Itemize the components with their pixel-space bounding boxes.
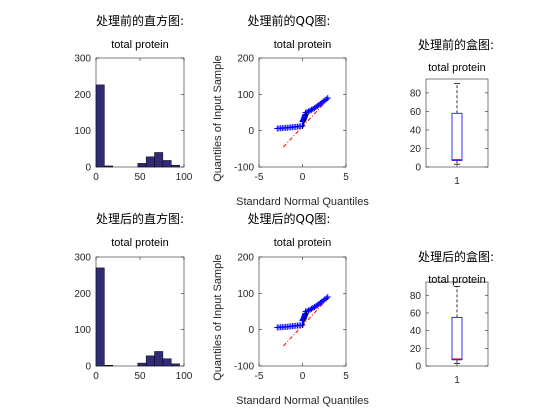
- qq-reference-line: [282, 297, 329, 347]
- axes-frame-4: [258, 256, 347, 367]
- y-tick-label: 60: [410, 308, 422, 319]
- histogram-bar: [104, 365, 113, 367]
- x-tick-label: 50: [134, 371, 146, 382]
- y-tick-label: 40: [410, 125, 422, 136]
- x-tick-label: 5: [343, 172, 349, 183]
- y-tick-label: 20: [410, 144, 422, 155]
- box-iqr: [451, 112, 463, 161]
- y-tick-label: 200: [74, 289, 91, 300]
- x-axis-label: Standard Normal Quantiles: [236, 196, 369, 208]
- y-tick-label: -100: [234, 163, 254, 174]
- y-tick-label: 100: [237, 289, 254, 300]
- y-tick-label: 20: [410, 344, 422, 355]
- y-tick-label: 0: [415, 163, 421, 174]
- x-tick-label: 0: [93, 172, 99, 183]
- y-tick-label: 0: [248, 126, 254, 137]
- axes-title-0: total protein: [111, 39, 168, 51]
- histogram-bar: [154, 351, 164, 367]
- qq-sample-point: [324, 94, 331, 101]
- panel-heading-1: 处理前的QQ图:: [248, 13, 331, 28]
- y-tick-label: 200: [74, 90, 91, 101]
- histogram-bar: [170, 164, 180, 168]
- axes-title-2: total protein: [428, 62, 485, 74]
- y-tick-label: 100: [74, 126, 91, 137]
- x-tick-label: 5: [343, 371, 349, 382]
- panel-heading-4: 处理后的QQ图:: [248, 211, 331, 226]
- y-tick-label: 0: [85, 362, 91, 373]
- qq-fit-line: [302, 311, 308, 328]
- y-tick-label: 80: [410, 291, 422, 302]
- axes-frame-2: [425, 78, 489, 168]
- histogram-bar: [95, 84, 105, 168]
- y-axis-label: Quantiles of Input Sample: [212, 254, 224, 381]
- histogram-bar: [145, 355, 155, 367]
- qq-sample-point: [304, 109, 311, 116]
- axes-frame-1: [258, 57, 347, 168]
- histogram-bar: [162, 160, 172, 168]
- x-tick-label: 1: [454, 176, 460, 187]
- x-tick-label: 100: [176, 371, 193, 382]
- x-tick-label: 0: [300, 172, 306, 183]
- x-tick-label: -5: [255, 371, 264, 382]
- histogram-bar: [162, 358, 172, 367]
- panel-heading-3: 处理后的直方图:: [96, 211, 184, 226]
- histogram-bar: [95, 267, 105, 367]
- x-tick-label: -5: [255, 172, 264, 183]
- x-tick-label: 1: [454, 375, 460, 386]
- qq-fit-line: [302, 112, 308, 129]
- panel-heading-0: 处理前的直方图:: [96, 13, 184, 28]
- histogram-bar: [154, 152, 164, 168]
- histogram-bar: [137, 362, 147, 367]
- axes-title-5: total protein: [428, 274, 485, 286]
- y-tick-label: 100: [237, 90, 254, 101]
- x-tick-label: 100: [176, 172, 193, 183]
- y-tick-label: 300: [74, 54, 91, 65]
- histogram-bar: [170, 363, 180, 367]
- y-axis-label: Quantiles of Input Sample: [212, 55, 224, 182]
- axes-frame-3: [95, 256, 185, 367]
- qq-sample-point: [323, 96, 330, 103]
- y-tick-label: 200: [237, 54, 254, 65]
- y-tick-label: -100: [234, 362, 254, 373]
- y-tick-label: 300: [74, 253, 91, 264]
- x-tick-label: 0: [93, 371, 99, 382]
- qq-sample-point: [323, 295, 330, 302]
- histogram-bar: [145, 156, 155, 168]
- y-tick-label: 0: [248, 325, 254, 336]
- y-tick-label: 100: [74, 325, 91, 336]
- y-tick-label: 80: [410, 88, 422, 99]
- y-tick-label: 0: [85, 163, 91, 174]
- axes-title-4: total protein: [274, 237, 331, 249]
- x-tick-label: 50: [134, 172, 146, 183]
- box-iqr: [451, 316, 463, 361]
- y-tick-label: 200: [237, 253, 254, 264]
- qq-sample-point: [304, 308, 311, 315]
- panel-heading-2: 处理前的盒图:: [418, 37, 494, 52]
- y-tick-label: 40: [410, 326, 422, 337]
- axes-title-3: total protein: [111, 237, 168, 249]
- histogram-bar: [137, 163, 147, 168]
- axes-title-1: total protein: [274, 39, 331, 51]
- y-tick-label: 0: [415, 362, 421, 373]
- y-tick-label: 60: [410, 107, 422, 118]
- qq-reference-line: [282, 98, 329, 148]
- x-tick-label: 0: [300, 371, 306, 382]
- histogram-bar: [104, 165, 113, 168]
- x-axis-label: Standard Normal Quantiles: [236, 395, 369, 407]
- panel-heading-5: 处理后的盒图:: [418, 249, 494, 264]
- qq-sample-point: [324, 293, 331, 300]
- axes-frame-0: [95, 57, 185, 168]
